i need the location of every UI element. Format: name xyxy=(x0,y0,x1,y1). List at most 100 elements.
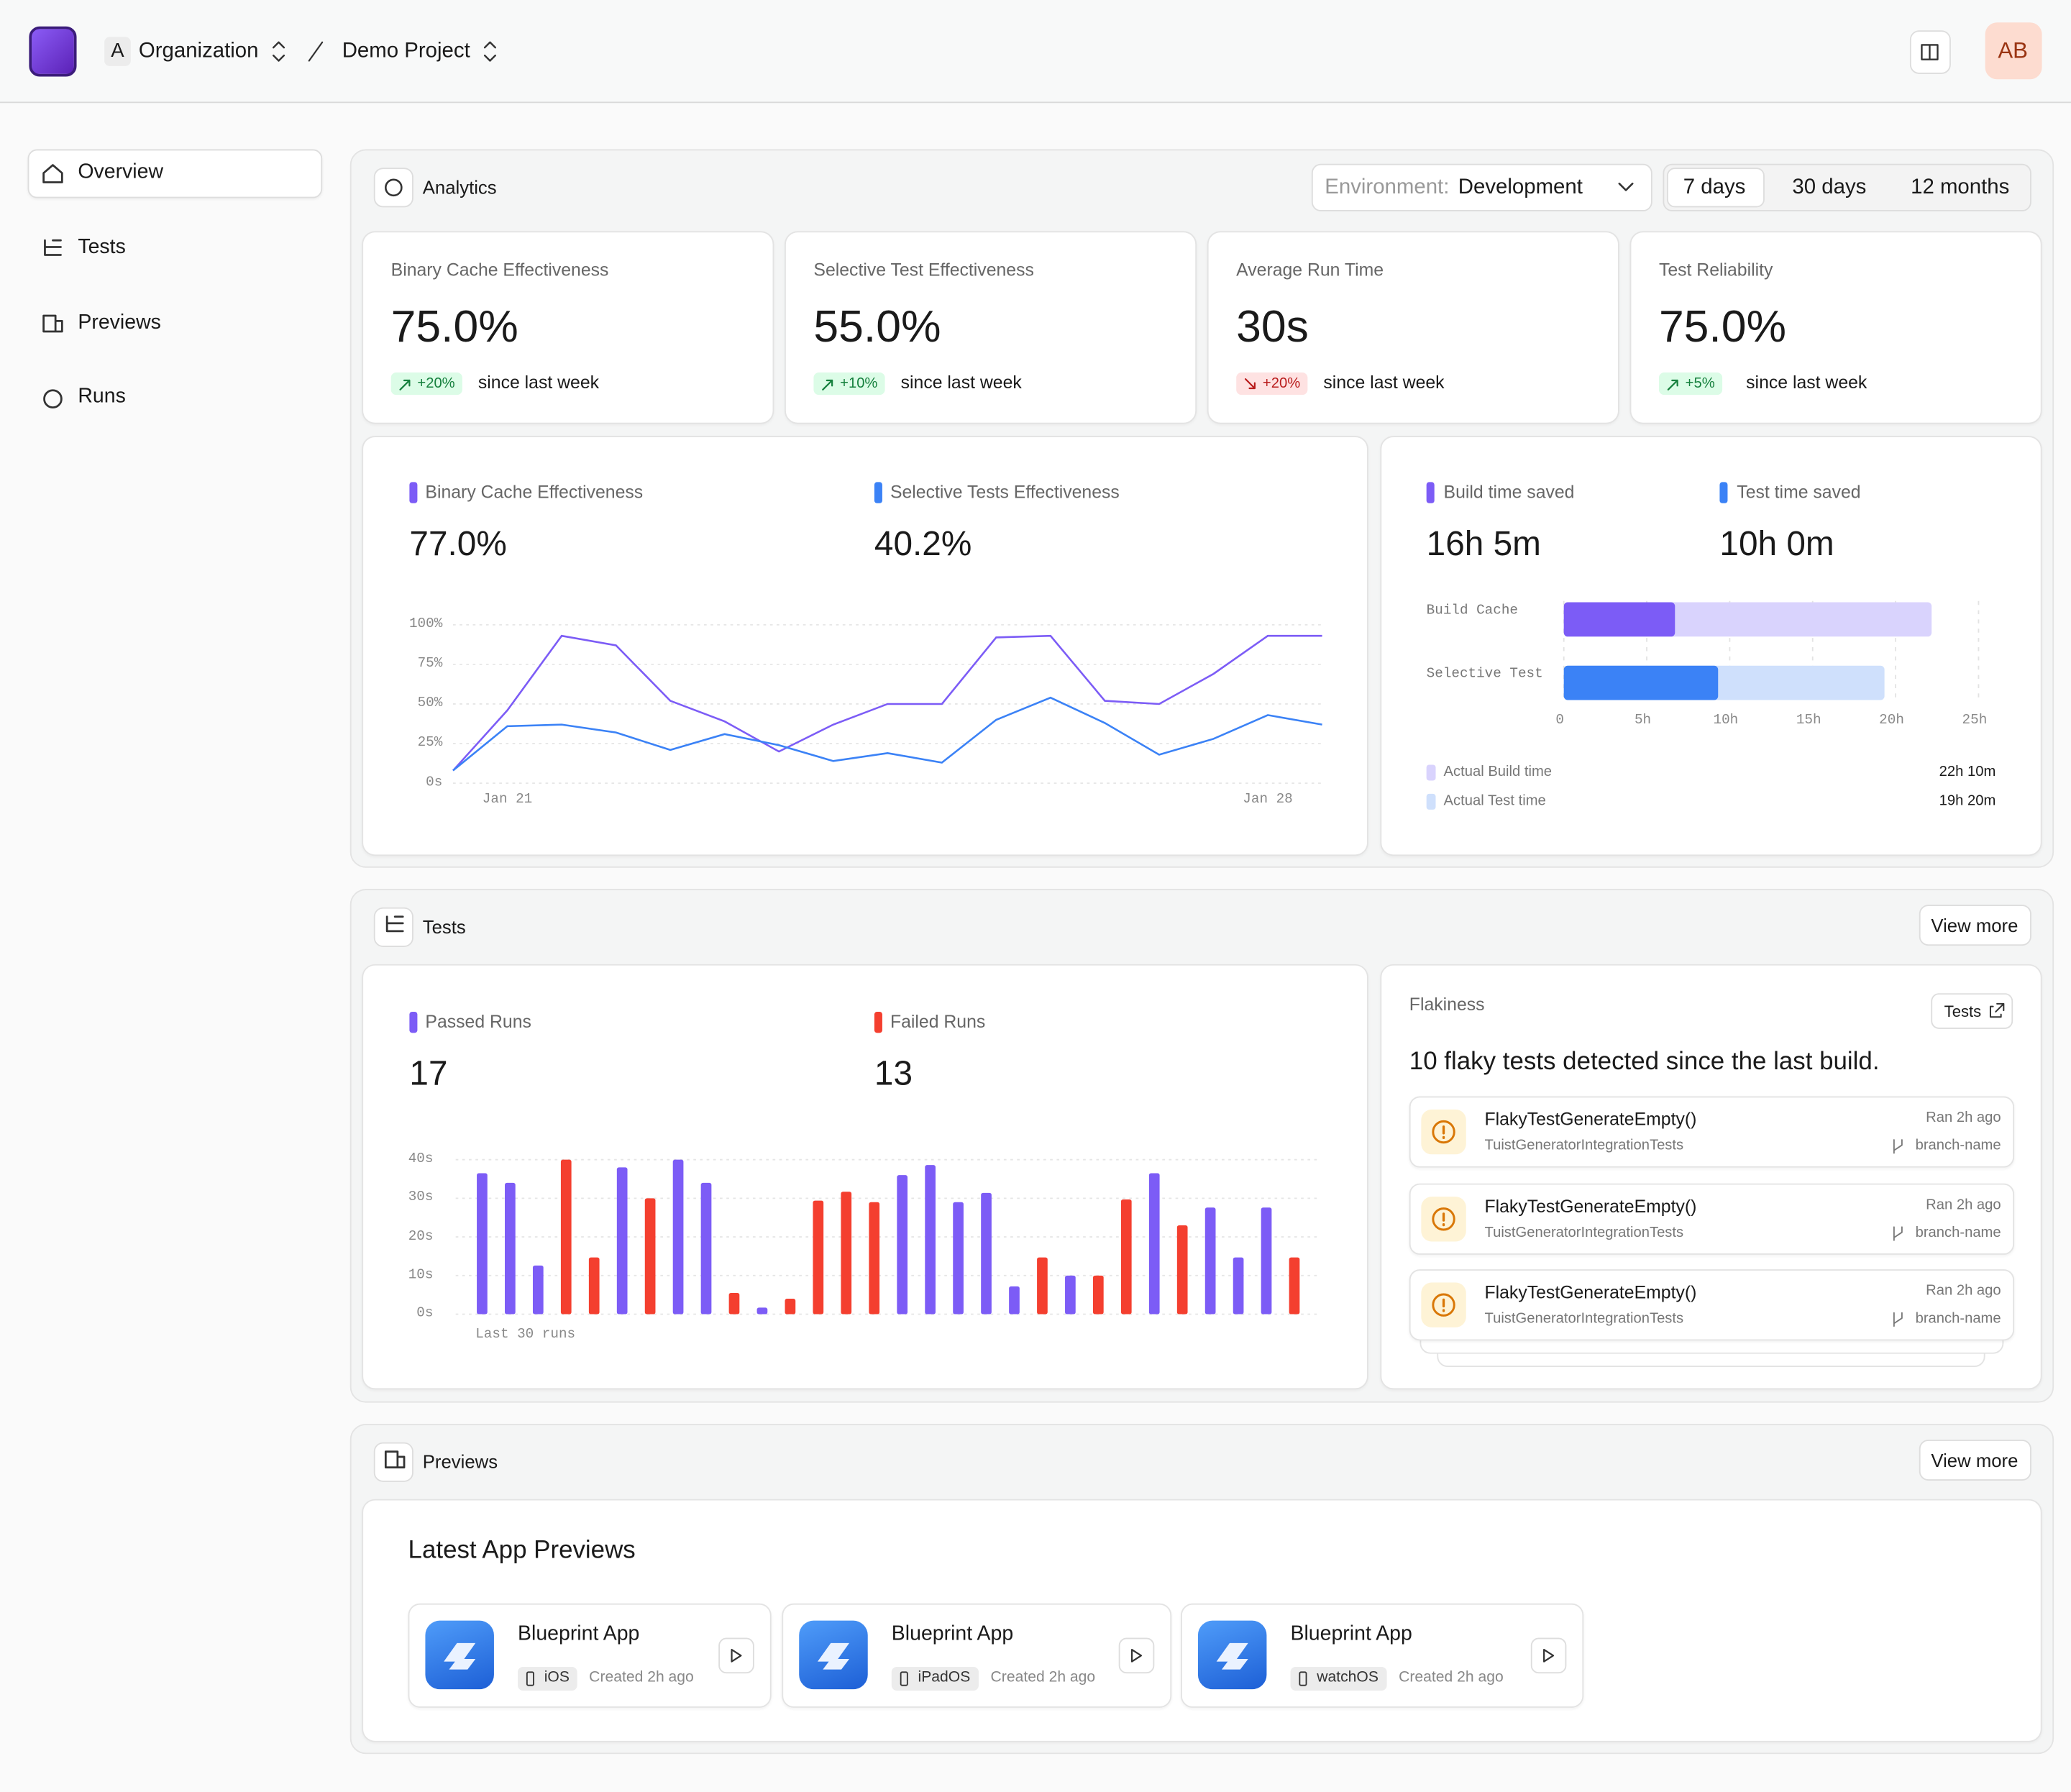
tests-icon xyxy=(44,239,62,256)
kpi-title: Test Reliability xyxy=(1658,260,1773,280)
series-summary: 77.0% xyxy=(409,524,507,564)
x-tick-label: 0 xyxy=(1555,713,1564,729)
y-tick-label: 25% xyxy=(417,735,443,751)
y-tick-label: 0s xyxy=(426,774,443,791)
category-label: Selective Test xyxy=(1426,667,1543,683)
x-tick-label: 25h xyxy=(1962,713,1988,729)
flaky-test-item[interactable] xyxy=(1409,1096,2015,1168)
kpi-delta-pill: +20% xyxy=(1236,372,1309,396)
x-tick-label: Jan 21 xyxy=(482,792,533,808)
flaky-test-ran: Ran 2h ago xyxy=(1926,1197,2001,1213)
environment-value[interactable]: Development xyxy=(1458,176,1583,199)
y-tick-label: 50% xyxy=(417,695,443,712)
hbar-chart-card xyxy=(1380,436,2042,856)
y-tick-label: 20s xyxy=(408,1228,434,1245)
saved-summary: 10h 0m xyxy=(1719,524,1834,564)
legend-swatch xyxy=(1426,482,1435,503)
top-bar xyxy=(0,0,2071,104)
nav-item[interactable]: Previews xyxy=(78,311,161,334)
range-selected xyxy=(1666,168,1765,208)
legend-swatch xyxy=(874,1011,882,1033)
app-name: Blueprint App xyxy=(518,1622,640,1646)
range-option[interactable]: 12 months xyxy=(1911,176,2010,199)
kpi-note: since last week xyxy=(1746,372,1867,393)
legend-label: Selective Tests Effectiveness xyxy=(890,482,1120,502)
legend-swatch xyxy=(1719,482,1728,503)
platform-label: iPadOS xyxy=(918,1669,971,1686)
legend-label: Passed Runs xyxy=(425,1011,531,1032)
environment-label: Environment: xyxy=(1325,176,1450,199)
avatar[interactable] xyxy=(1985,22,2042,80)
app-name: Blueprint App xyxy=(891,1622,1014,1646)
project-name[interactable]: Demo Project xyxy=(342,40,470,63)
legend-label: Actual Test time xyxy=(1443,792,1546,809)
flakiness-tests-label[interactable]: Tests xyxy=(1944,1002,1982,1021)
view-more-label[interactable]: View more xyxy=(1931,1450,2019,1471)
kpi-delta-pill: +10% xyxy=(813,372,886,396)
legend-swatch xyxy=(1426,793,1436,810)
play-button[interactable] xyxy=(1530,1637,1567,1674)
flaky-test-suite: TuistGeneratorIntegrationTests xyxy=(1484,1225,1684,1241)
view-more-button[interactable] xyxy=(1919,1440,2031,1481)
y-tick-label: 0s xyxy=(416,1305,434,1322)
nav-item[interactable]: Runs xyxy=(78,385,126,408)
avatar-initials: AB xyxy=(1998,37,2029,63)
created-label: Created 2h ago xyxy=(589,1669,694,1686)
environment-select[interactable] xyxy=(1311,163,1652,211)
kpi-title: Selective Test Effectiveness xyxy=(813,260,1034,280)
platform-pill: iPadOS xyxy=(891,1666,979,1691)
category-label: Build Cache xyxy=(1426,603,1518,619)
x-tick-label: 15h xyxy=(1796,713,1821,729)
saved-summary: 16h 5m xyxy=(1426,524,1541,564)
legend-label: Build time saved xyxy=(1443,482,1575,502)
flaky-test-item[interactable] xyxy=(1409,1183,2015,1255)
actual-value-label: 22h 10m xyxy=(1939,764,1996,780)
kpi-title: Binary Cache Effectiveness xyxy=(390,260,609,280)
kpi-note: since last week xyxy=(1323,372,1445,393)
legend-label: Failed Runs xyxy=(890,1011,986,1032)
org-initial: A xyxy=(111,40,124,63)
panel-title: Previews xyxy=(422,1450,498,1473)
platform-pill: watchOS xyxy=(1290,1666,1386,1691)
x-axis-label: Last 30 runs xyxy=(475,1327,576,1343)
kpi-delta: +5% xyxy=(1685,375,1715,391)
view-more-button[interactable] xyxy=(1919,905,2031,946)
x-tick-label: 10h xyxy=(1713,713,1739,729)
legend-swatch xyxy=(874,482,882,503)
flakiness-title: Flakiness xyxy=(1409,994,1485,1015)
kpi-delta: +20% xyxy=(417,375,455,391)
series-summary: 40.2% xyxy=(874,524,972,564)
nav-item[interactable]: Overview xyxy=(78,160,164,183)
panel-title: Tests xyxy=(422,915,466,938)
runs-icon xyxy=(43,389,63,409)
panel-icon-box xyxy=(373,1442,413,1482)
nav-item[interactable]: Tests xyxy=(78,236,126,259)
x-tick-label: 5h xyxy=(1634,713,1652,729)
flaky-test-name: FlakyTestGenerateEmpty() xyxy=(1484,1282,1697,1302)
view-more-label[interactable]: View more xyxy=(1931,915,2019,936)
flaky-test-name: FlakyTestGenerateEmpty() xyxy=(1484,1196,1697,1217)
range-option[interactable]: 7 days xyxy=(1683,176,1746,199)
legend-label: Actual Build time xyxy=(1443,764,1553,780)
kpi-title: Average Run Time xyxy=(1236,260,1384,280)
range-option[interactable]: 30 days xyxy=(1792,176,1867,199)
org-name[interactable]: Organization xyxy=(138,40,259,63)
play-button[interactable] xyxy=(1118,1637,1155,1674)
app-icon xyxy=(1197,1620,1267,1690)
flaky-test-item[interactable] xyxy=(1409,1269,2015,1341)
flaky-test-branch: branch-name xyxy=(1915,1225,2001,1241)
docs-button[interactable] xyxy=(1909,30,1951,74)
nav-active xyxy=(27,149,323,198)
kpi-note: since last week xyxy=(900,372,1022,393)
logo xyxy=(29,26,77,77)
warning-badge xyxy=(1421,1109,1466,1155)
platform-label: iOS xyxy=(544,1669,570,1686)
y-tick-label: 100% xyxy=(408,616,443,633)
x-tick-label: Jan 28 xyxy=(1243,792,1293,808)
app-icon xyxy=(425,1620,494,1690)
play-button[interactable] xyxy=(718,1637,754,1674)
flaky-test-suite: TuistGeneratorIntegrationTests xyxy=(1484,1138,1684,1154)
flaky-test-ran: Ran 2h ago xyxy=(1926,1283,2001,1299)
